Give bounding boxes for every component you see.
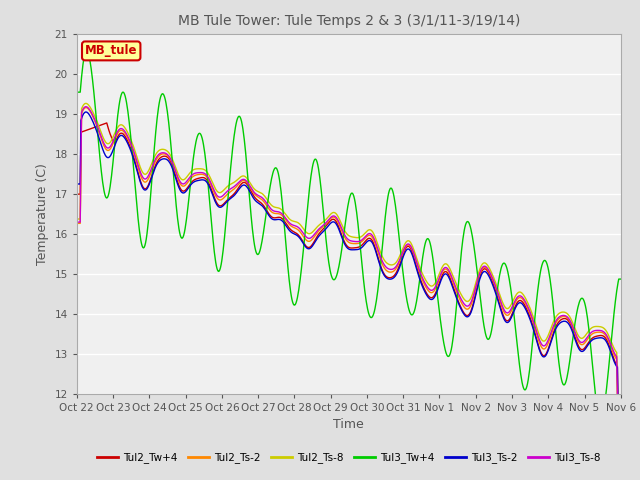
- Title: MB Tule Tower: Tule Temps 2 & 3 (3/1/11-3/19/14): MB Tule Tower: Tule Temps 2 & 3 (3/1/11-…: [178, 14, 520, 28]
- Y-axis label: Temperature (C): Temperature (C): [36, 163, 49, 264]
- Legend: Tul2_Tw+4, Tul2_Ts-2, Tul2_Ts-8, Tul3_Tw+4, Tul3_Ts-2, Tul3_Ts-8: Tul2_Tw+4, Tul2_Ts-2, Tul2_Ts-8, Tul3_Tw…: [93, 448, 605, 468]
- Text: MB_tule: MB_tule: [85, 44, 138, 58]
- X-axis label: Time: Time: [333, 418, 364, 431]
